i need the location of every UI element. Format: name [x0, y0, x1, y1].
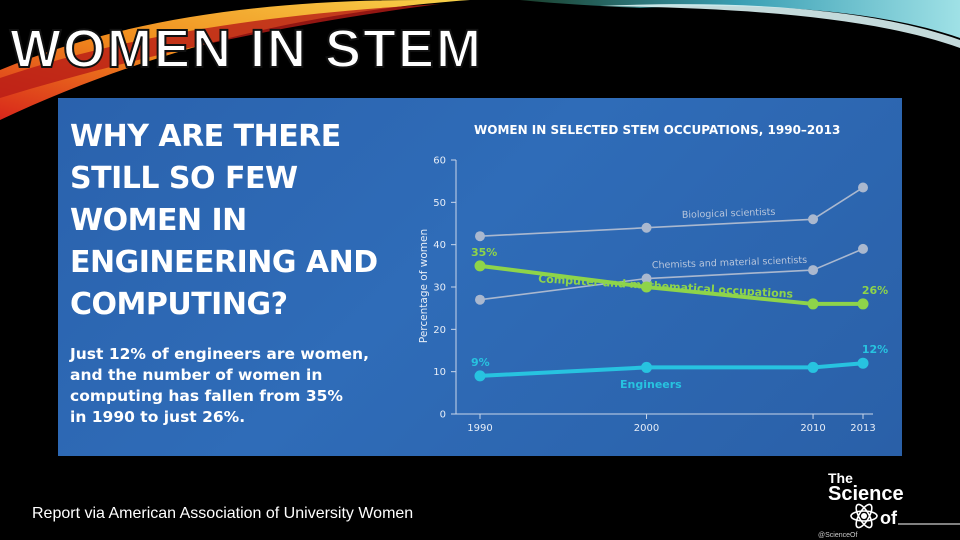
y-tick-label: 20	[433, 325, 446, 336]
source-caption: Report via American Association of Unive…	[32, 505, 414, 522]
x-tick-label: 1990	[467, 423, 492, 434]
logo-text-the: The	[828, 470, 853, 486]
infographic-summary: Just 12% of engineers are women, and the…	[70, 345, 369, 426]
series-name-label: Computer and mathematical occupations	[538, 272, 794, 301]
x-tick-label: 2013	[850, 423, 875, 434]
data-point	[474, 370, 486, 382]
y-tick-label: 0	[440, 410, 446, 421]
logo-handle: @ScienceOf	[818, 532, 857, 539]
data-point	[858, 182, 868, 193]
infographic-headline: WHY ARE THERE STILL SO FEW WOMEN IN ENGI…	[70, 119, 378, 322]
data-point	[641, 281, 653, 293]
series-line	[478, 263, 865, 306]
data-label-end: 12%	[862, 343, 888, 356]
y-tick-label: 40	[433, 240, 446, 251]
data-point	[808, 265, 819, 276]
data-point	[808, 214, 819, 225]
the-science-of-logo: The Science of @ScienceOf	[818, 470, 960, 539]
data-point	[474, 260, 486, 272]
y-tick-label: 30	[433, 283, 446, 294]
y-tick-label: 60	[433, 156, 446, 167]
data-point	[857, 298, 869, 310]
title-swoosh-decoration	[0, 0, 960, 120]
data-point	[641, 361, 653, 373]
chart-title: WOMEN IN SELECTED STEM OCCUPATIONS, 1990…	[474, 123, 840, 137]
stem-occupations-line-chart: WOMEN IN SELECTED STEM OCCUPATIONS, 1990…	[418, 123, 888, 434]
x-tick-label: 2010	[800, 423, 825, 434]
series-line	[478, 361, 865, 378]
y-tick-label: 50	[433, 198, 446, 209]
data-point	[858, 243, 868, 254]
data-label-start: 35%	[471, 246, 497, 259]
data-label-end: 26%	[862, 284, 888, 297]
atom-icon	[850, 503, 878, 529]
data-point	[475, 231, 485, 242]
data-point	[807, 298, 819, 310]
y-tick-label: 10	[433, 367, 446, 378]
logo-text-science: Science	[828, 483, 904, 505]
data-point	[641, 222, 652, 233]
x-tick-label: 2000	[634, 423, 659, 434]
data-point	[807, 361, 819, 373]
infographic-panel: WHY ARE THERE STILL SO FEW WOMEN IN ENGI…	[58, 98, 902, 456]
series-name-label: Biological scientists	[682, 207, 776, 221]
series-name-label: Chemists and material scientists	[652, 255, 808, 271]
series-line	[479, 248, 864, 301]
data-point	[475, 294, 485, 305]
series-name-label: Engineers	[620, 378, 682, 391]
slide-title: WOMEN IN STEM	[9, 19, 483, 79]
y-axis-label: Percentage of women	[418, 229, 430, 343]
data-point	[857, 357, 869, 369]
data-point	[641, 273, 652, 284]
logo-text-of: of	[880, 508, 898, 528]
series-line	[479, 186, 864, 237]
data-label-start: 9%	[471, 356, 490, 369]
